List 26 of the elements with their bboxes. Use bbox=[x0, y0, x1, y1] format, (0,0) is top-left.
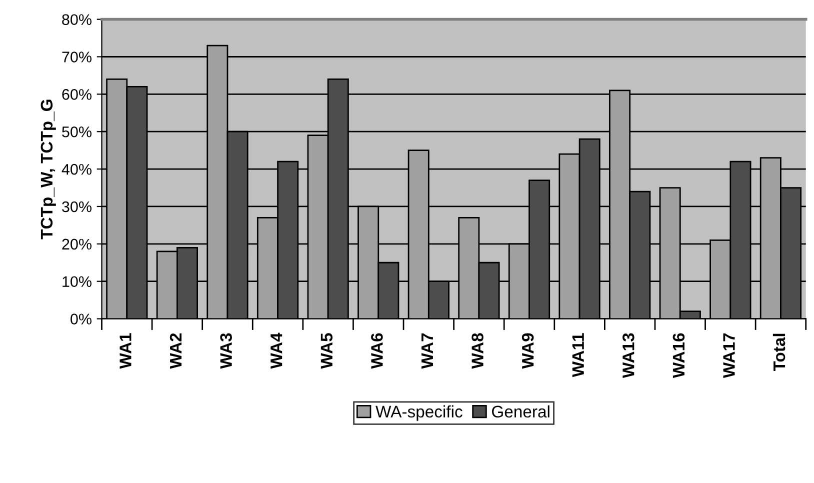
y-axis-title: TCTp_W, TCTp_G bbox=[40, 100, 56, 240]
y-tick-label: 0% bbox=[70, 314, 92, 324]
x-tick-label: WA6 bbox=[371, 333, 383, 369]
x-tick-label: WA5 bbox=[320, 333, 333, 369]
x-tick-label: WA8 bbox=[472, 333, 484, 369]
x-tick-label: WA11 bbox=[572, 333, 584, 378]
x-tick-label: WA4 bbox=[270, 332, 282, 369]
y-tick-label: 10% bbox=[62, 276, 92, 288]
x-tick-label: WA16 bbox=[672, 333, 685, 378]
y-tick-label: 40% bbox=[62, 164, 92, 175]
x-tick-label: WA1 bbox=[120, 333, 132, 369]
y-tick-label: 50% bbox=[62, 126, 92, 138]
x-tick-label: WA17 bbox=[723, 333, 735, 378]
y-tick-label: 80% bbox=[62, 14, 92, 26]
legend-label: General bbox=[492, 405, 550, 418]
x-tick-label: WA3 bbox=[220, 333, 232, 369]
x-tick-label: WA9 bbox=[522, 333, 534, 369]
x-tick-label: Total bbox=[772, 334, 786, 372]
y-tick-label: 60% bbox=[62, 89, 92, 100]
y-tick-label: 30% bbox=[62, 201, 92, 212]
y-tick-label: 20% bbox=[62, 238, 92, 250]
x-tick-label: WA2 bbox=[170, 333, 182, 369]
legend-label: WA-specific bbox=[376, 405, 462, 421]
y-tick-label: 70% bbox=[62, 52, 92, 62]
x-tick-label: WA13 bbox=[622, 333, 634, 378]
x-tick-label: WA7 bbox=[422, 333, 433, 369]
